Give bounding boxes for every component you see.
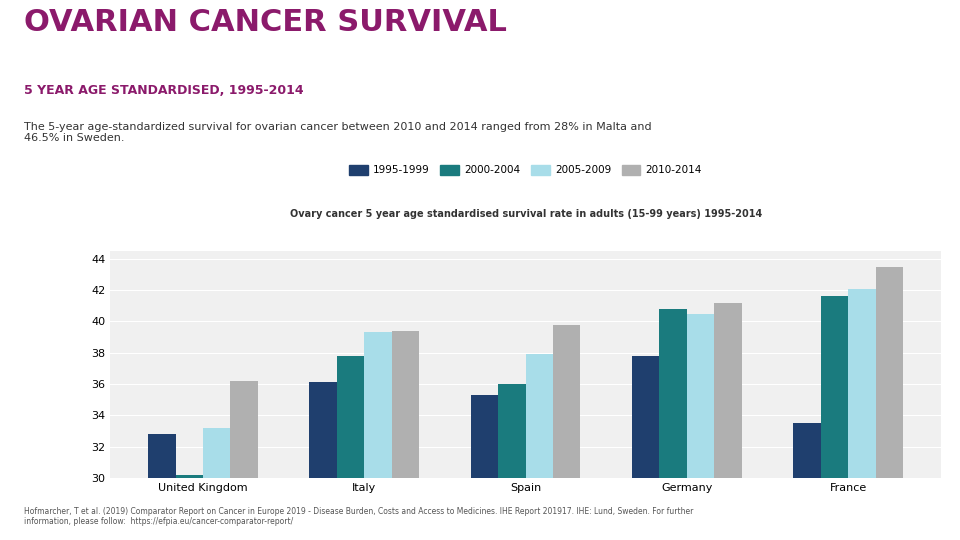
Bar: [553, 325, 581, 540]
Bar: [230, 381, 258, 540]
Bar: [849, 289, 876, 540]
Bar: [337, 356, 364, 540]
Bar: [203, 428, 230, 540]
Bar: [526, 354, 553, 540]
Bar: [470, 395, 498, 540]
Bar: [821, 296, 849, 540]
Bar: [876, 267, 903, 540]
Bar: [148, 434, 176, 540]
Text: The 5-year age-standardized survival for ovarian cancer between 2010 and 2014 ra: The 5-year age-standardized survival for…: [24, 122, 652, 143]
Bar: [714, 303, 742, 540]
Bar: [793, 423, 821, 540]
Bar: [176, 475, 203, 540]
Bar: [309, 382, 337, 540]
Bar: [632, 356, 660, 540]
Text: Hofmarcher, T et al. (2019) Comparator Report on Cancer in Europe 2019 - Disease: Hofmarcher, T et al. (2019) Comparator R…: [24, 507, 693, 526]
Bar: [498, 384, 526, 540]
Text: Ovary cancer 5 year age standardised survival rate in adults (15-99 years) 1995-: Ovary cancer 5 year age standardised sur…: [290, 208, 762, 219]
Bar: [660, 309, 687, 540]
Text: 5 YEAR AGE STANDARDISED, 1995-2014: 5 YEAR AGE STANDARDISED, 1995-2014: [24, 84, 303, 97]
Text: OVARIAN CANCER SURVIVAL: OVARIAN CANCER SURVIVAL: [24, 8, 507, 37]
Bar: [364, 333, 392, 540]
Bar: [687, 314, 714, 540]
Bar: [392, 331, 420, 540]
Legend: 1995-1999, 2000-2004, 2005-2009, 2010-2014: 1995-1999, 2000-2004, 2005-2009, 2010-20…: [346, 161, 706, 180]
